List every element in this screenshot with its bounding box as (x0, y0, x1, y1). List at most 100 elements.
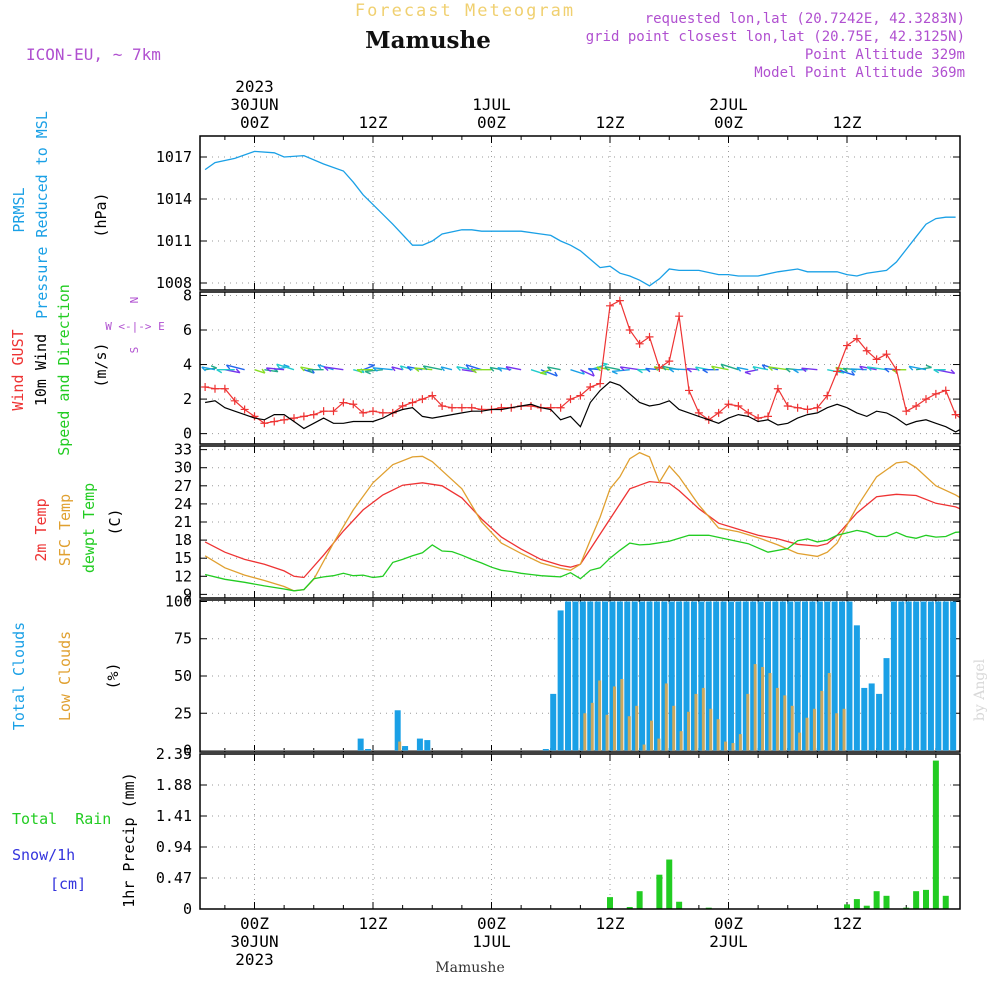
low-cloud-bar (635, 705, 639, 751)
y-tick-label: 50 (174, 667, 192, 685)
time-label-top: 2023 (235, 77, 274, 96)
wind-arrow (620, 366, 640, 371)
wind-arrow-head (695, 366, 700, 372)
wind-arrow (505, 366, 522, 371)
total-cloud-bar (883, 658, 890, 751)
low-cloud-bar (775, 687, 779, 751)
wind-arrow-head (505, 366, 511, 371)
gust-marker (744, 408, 753, 417)
low-cloud-bar (642, 744, 646, 751)
gust-marker (724, 400, 733, 409)
rain-bar (923, 889, 929, 909)
total-cloud-bar (935, 601, 942, 751)
wind-arrow-head (265, 367, 272, 372)
temp2m-line (204, 480, 960, 579)
time-label-top: 1JUL (472, 95, 511, 114)
wind-arrow-head (752, 366, 758, 371)
time-label-top: 00Z (477, 113, 506, 132)
gust-marker (438, 402, 447, 410)
time-label-bottom: 00Z (240, 914, 269, 933)
rain-bar (666, 859, 673, 909)
wind-arrow-head (933, 369, 940, 374)
gust-marker (922, 395, 930, 404)
wind-arrow-head (546, 366, 552, 372)
wind-arrow-head (661, 365, 667, 371)
total-cloud-bar (557, 610, 564, 751)
y-tick-label: 33 (174, 441, 192, 459)
wind-arrow (908, 365, 927, 371)
gust-marker (220, 384, 229, 393)
y-tick-label: 0 (183, 742, 192, 760)
wind-arrow (570, 369, 585, 375)
gust-marker (527, 402, 535, 410)
wind-unit: (m/s) (92, 342, 110, 387)
low-cloud-bar (761, 667, 765, 751)
time-label-bottom: 00Z (714, 914, 743, 933)
y-tick-label: 24 (174, 495, 192, 513)
gust-marker (902, 407, 911, 416)
total-cloud-bar (816, 601, 823, 751)
model-altitude: Model Point Altitude 369m (754, 65, 965, 81)
total-cloud-bar (839, 601, 846, 751)
wind-arrow-head (300, 366, 305, 372)
wind-arrow-head (210, 365, 217, 369)
total-cloud-bar (750, 601, 757, 751)
rain-bar (873, 891, 880, 909)
time-label-bottom: 00Z (477, 914, 506, 933)
gust-marker (862, 346, 871, 355)
precip-axis-label: 1hr Precip (mm) (120, 772, 138, 907)
low-cloud-bar (812, 708, 816, 751)
wind-arrow (440, 366, 453, 371)
wind-arrow-head (711, 365, 716, 371)
total-cloud-bar (824, 601, 831, 751)
y-tick-label: 12 (174, 567, 192, 585)
low-cloud-bar (701, 687, 705, 751)
wind-arrow-head (850, 368, 856, 373)
total-cloud-bar (416, 738, 423, 751)
low-cloud-bar (731, 743, 735, 751)
gust-marker (892, 365, 901, 374)
gust-marker (793, 403, 802, 412)
wind-speed-dir-label: Speed and Direction (55, 284, 73, 456)
wind-arrow (867, 366, 887, 371)
gust-marker (843, 341, 851, 350)
wind-arrow (711, 365, 729, 371)
temp-labels: 2m Temp SFC Temp dewpt Temp (C) (32, 483, 124, 573)
wind-arrow-head (611, 370, 618, 375)
total-cloud-bar (772, 601, 779, 751)
temp2m-label: 2m Temp (32, 498, 50, 561)
total-cloud-bar (698, 601, 705, 751)
wind-arrow-head (842, 367, 848, 373)
wind-arrow-head (761, 364, 766, 370)
low-cloud-bar (724, 741, 728, 751)
total-cloud-bar (357, 738, 364, 751)
gust-marker (951, 410, 960, 419)
location-title: Mamushe (365, 27, 491, 54)
footer-location: Mamushe (435, 960, 504, 976)
wind-arrow (736, 366, 749, 371)
pressure-label-1: PRMSL (10, 187, 28, 232)
wind-arrow (414, 367, 433, 371)
gust-marker (764, 412, 772, 421)
y-tick-label: 100 (165, 592, 192, 610)
total-cloud-bar (402, 746, 409, 751)
total-cloud-bar (868, 683, 875, 751)
gust-marker (280, 415, 289, 424)
gust-marker (457, 403, 466, 412)
y-tick-label: 1011 (156, 232, 192, 250)
low-cloud-bar (590, 702, 594, 751)
wind-arrow-head (356, 369, 363, 374)
panel-4: 0 0.47 0.94 1.41 1.88 2.35 (156, 745, 960, 918)
gust-marker (418, 395, 427, 404)
wind-arrow-head (317, 364, 322, 370)
wind-arrow (323, 366, 344, 371)
wind-arrow (226, 364, 245, 371)
total-cloud-bar (876, 693, 883, 751)
low-cloud-bar (664, 683, 668, 751)
time-label-bottom: 12Z (833, 914, 862, 933)
wind-arrow (720, 363, 739, 371)
panel-1: 0 2 4 6 8 (183, 286, 960, 444)
time-label-bottom: 12Z (359, 914, 388, 933)
point-altitude: Point Altitude 329m (805, 47, 965, 63)
y-tick-label: 30 (174, 459, 192, 477)
